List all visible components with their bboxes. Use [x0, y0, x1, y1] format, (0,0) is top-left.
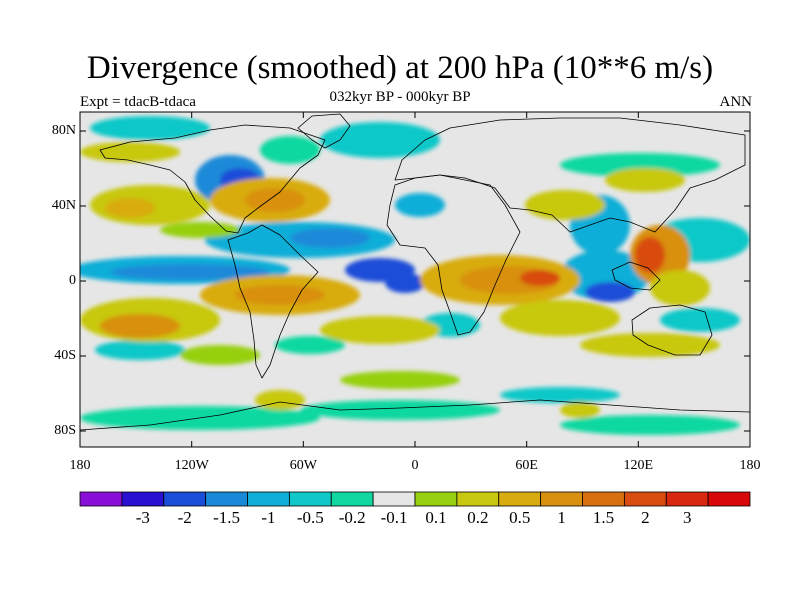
field-patch [90, 116, 210, 140]
colorbar-swatch [707, 491, 751, 507]
colorbar-swatch [582, 491, 625, 507]
colorbar-label: 2 [641, 508, 650, 527]
colorbar-label: 0.1 [425, 508, 447, 527]
field-patch [105, 198, 155, 218]
australia-coast [631, 304, 713, 356]
colorbar-label: -2 [177, 508, 192, 527]
colorbar-swatch [163, 491, 207, 507]
colorbar-label: -0.2 [338, 508, 366, 527]
divergence-field [80, 112, 750, 447]
field-patch [260, 136, 320, 164]
field-patch [500, 387, 620, 403]
lat-label-40n: 40N [51, 198, 76, 213]
lat-label-equator: 0 [69, 273, 76, 288]
lon-label-180w: 180 [69, 458, 91, 473]
field-patch [110, 264, 270, 280]
field-patch [635, 237, 665, 273]
eurasia-coast [394, 117, 746, 233]
lon-label-120e: 120E [623, 458, 654, 473]
field-patch [560, 415, 740, 435]
axis-ticks [80, 112, 750, 447]
field-patch [300, 400, 500, 420]
antarctica-coast [80, 399, 750, 431]
field-patch [95, 340, 185, 360]
colorbar-label: -1 [261, 508, 276, 527]
colorbar-swatch [665, 491, 709, 507]
colorbar-swatch [540, 491, 583, 507]
colorbar-swatch [623, 491, 667, 507]
field-patch [560, 153, 720, 177]
colorbar-swatch [414, 491, 458, 507]
colorbar-swatch [330, 491, 374, 507]
field-patch [255, 390, 305, 410]
field-patch [395, 193, 445, 217]
colorbar-label: -1.5 [213, 508, 241, 527]
plot-subtitle: 032kyr BP - 000kyr BP [329, 89, 471, 105]
field-patch [660, 308, 740, 332]
field-patch [580, 333, 720, 357]
colorbar [79, 491, 751, 507]
colorbar-label: 3 [682, 508, 692, 527]
lon-label-60e: 60E [515, 458, 538, 473]
field-patch [320, 316, 440, 344]
colorbar-swatch [456, 491, 500, 507]
field-patch [605, 168, 685, 192]
field-patch [80, 142, 180, 162]
lon-label-180e: 180 [739, 458, 761, 473]
field-patch [340, 371, 460, 389]
colorbar-label: 1.5 [592, 508, 615, 527]
maritime-continent-coast [611, 261, 661, 291]
field-patch [385, 273, 425, 293]
colorbar-label: -0.1 [380, 508, 408, 527]
colorbar-swatch [79, 491, 123, 507]
lon-label-0: 0 [411, 458, 419, 473]
colorbar-swatch [498, 491, 542, 507]
colorbar-label: 0.2 [467, 508, 489, 527]
colorbar-label: 0.5 [509, 508, 531, 527]
field-patch [275, 336, 345, 354]
lon-label-120w: 120W [174, 458, 209, 473]
colorbar-swatch [247, 491, 290, 507]
lat-label-80s: 80S [54, 423, 76, 438]
colorbar-label: -3 [135, 508, 150, 527]
field-patch [520, 270, 560, 286]
field-patch [235, 285, 325, 305]
field-patch [100, 314, 180, 338]
plot-title: Divergence (smoothed) at 200 hPa (10**6 … [86, 50, 714, 86]
field-patch [290, 228, 370, 248]
season-label: ANN [719, 94, 753, 110]
field-patch [560, 402, 600, 418]
field-patch [180, 345, 260, 365]
field-patch [500, 300, 620, 336]
field-patch [245, 188, 305, 212]
field-patch [525, 190, 605, 220]
colorbar-swatch [372, 491, 416, 507]
field-patch [160, 222, 240, 238]
lat-label-80n: 80N [51, 123, 76, 138]
experiment-label: Expt = tdacB-tdaca [80, 94, 196, 110]
lon-label-60w: 60W [289, 458, 317, 473]
north-america-coast [99, 124, 326, 234]
south-america-coast [227, 224, 319, 379]
colorbar-swatch [288, 491, 332, 507]
field-patch [650, 270, 710, 306]
colorbar-label: -0.5 [296, 508, 324, 527]
coastlines [80, 113, 750, 431]
colorbar-swatch [121, 491, 165, 507]
colorbar-label: 1 [557, 508, 566, 527]
colorbar-swatch [205, 491, 248, 507]
greenland-coast [297, 113, 351, 149]
field-patch [585, 282, 635, 302]
africa-coast [386, 174, 521, 336]
field-patch [320, 122, 440, 158]
lat-label-40s: 40S [54, 348, 76, 363]
